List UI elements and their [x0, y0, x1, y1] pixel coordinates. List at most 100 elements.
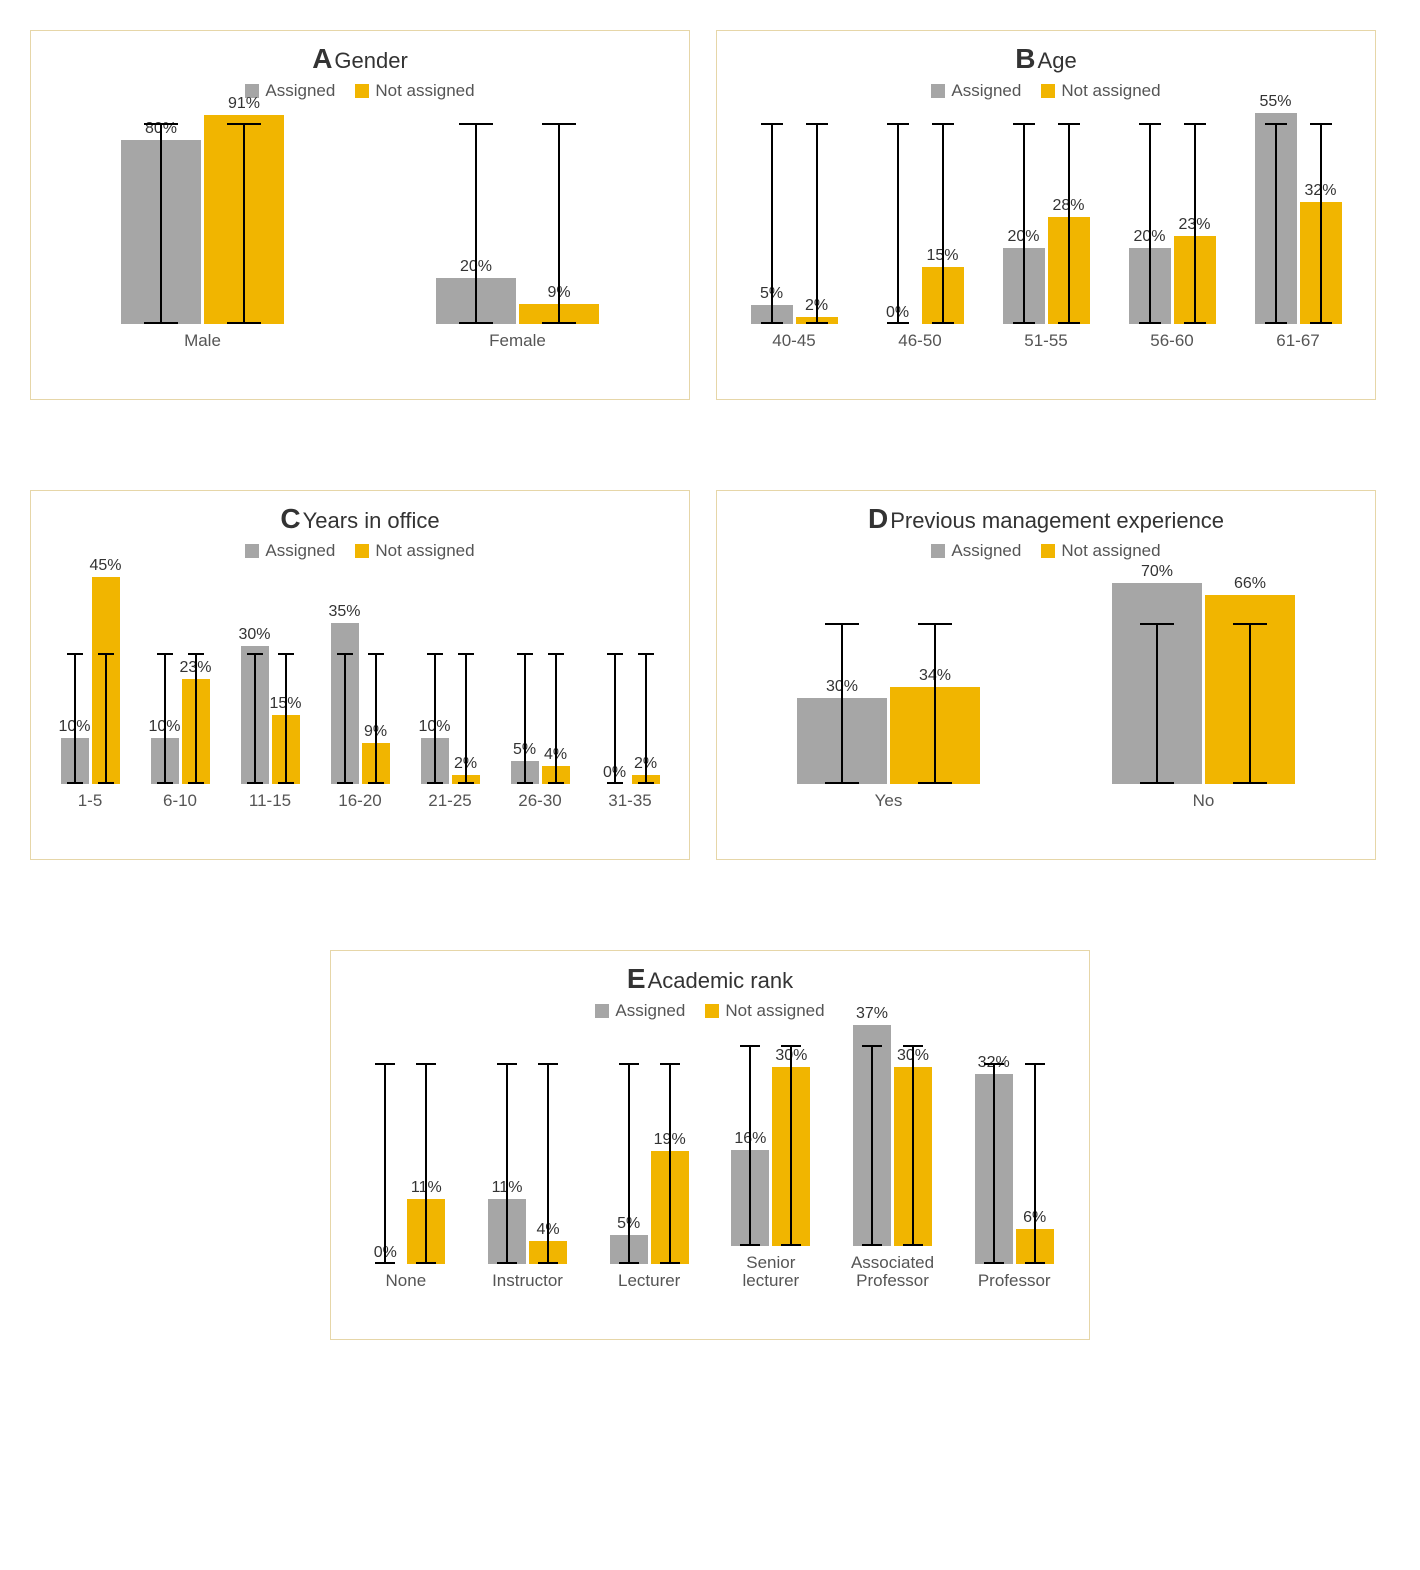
legend-label-not-assigned: Not assigned — [375, 81, 474, 100]
error-bar — [918, 624, 952, 784]
category-label: AssociatedProfessor — [851, 1254, 934, 1291]
error-bar — [458, 654, 474, 784]
category-label: 56-60 — [1150, 332, 1193, 351]
error-bar — [984, 1064, 1004, 1264]
bar-pair: 16%30% — [731, 1047, 810, 1246]
chart-body: 5%2%40-450%15%46-5020%28%51-5520%23%56-6… — [731, 121, 1361, 391]
bar-wrap-not_assigned: 2% — [796, 297, 838, 325]
error-bar — [67, 654, 83, 784]
chart-body: 30%34%Yes70%66%No — [731, 581, 1361, 851]
panel-letter: A — [312, 43, 332, 74]
error-bar — [144, 124, 178, 324]
data-label: 45% — [89, 557, 121, 575]
row-1: AGenderAssignedNot assigned80%91%Male20%… — [30, 30, 1390, 400]
error-bar — [375, 1064, 395, 1264]
chart-group: 20%9%Female — [360, 258, 675, 351]
bar-wrap-assigned: 70% — [1112, 563, 1202, 784]
category-label: 61-67 — [1276, 332, 1319, 351]
chart-group: 11%4%Instructor — [467, 1179, 589, 1291]
bar-pair: 0%2% — [601, 755, 660, 784]
category-label: Seniorlecturer — [743, 1254, 800, 1291]
error-bar — [337, 654, 353, 784]
error-bar — [862, 1046, 882, 1246]
legend-label-assigned: Assigned — [615, 1001, 685, 1020]
bar-wrap-assigned: 5% — [610, 1215, 648, 1265]
chart-group: 0%11%None — [345, 1179, 467, 1291]
category-label: 31-35 — [608, 792, 651, 811]
panel-letter: B — [1015, 43, 1035, 74]
chart-group: 20%28%51-55 — [983, 197, 1109, 351]
chart-group: 30%34%Yes — [731, 667, 1046, 811]
panel-letter: C — [280, 503, 300, 534]
panel-title: CYears in office — [45, 503, 675, 535]
chart-group: 35%9%16-20 — [315, 603, 405, 811]
bar-pair: 70%66% — [1112, 563, 1295, 784]
error-bar — [1310, 124, 1332, 324]
bar-wrap-assigned: 30% — [241, 626, 269, 784]
category-label: 1-5 — [78, 792, 103, 811]
legend-item-assigned: Assigned — [245, 541, 335, 561]
error-bar — [638, 654, 654, 784]
legend-item-assigned: Assigned — [931, 81, 1021, 101]
category-label: Lecturer — [618, 1272, 680, 1291]
legend: Assigned Not assigned — [45, 541, 675, 561]
legend: AssignedNot assigned — [731, 541, 1361, 561]
bar-wrap-not_assigned: 9% — [362, 723, 390, 784]
data-label: 91% — [228, 95, 260, 113]
legend-swatch-not-assigned — [705, 1004, 719, 1018]
category-label: No — [1193, 792, 1215, 811]
chart-group: 80%91%Male — [45, 95, 360, 351]
panel-title: BAge — [731, 43, 1361, 75]
error-bar — [1139, 124, 1161, 324]
chart-group: 10%23%6-10 — [135, 659, 225, 811]
bar-wrap-assigned: 55% — [1255, 93, 1297, 324]
chart-group: 10%2%21-25 — [405, 718, 495, 811]
legend-item-assigned: Assigned — [595, 1001, 685, 1021]
bar-pair: 5%4% — [511, 741, 570, 784]
bar-wrap-not_assigned: 15% — [922, 247, 964, 325]
panel-title-text: Age — [1038, 48, 1077, 73]
error-bar — [806, 124, 828, 324]
error-bar — [619, 1064, 639, 1264]
legend-item-not-assigned: Not assigned — [355, 541, 474, 561]
bar-wrap-assigned: 0% — [366, 1244, 404, 1264]
bar-pair: 11%4% — [488, 1179, 567, 1264]
error-bar — [1184, 124, 1206, 324]
chart-groups: 80%91%Male20%9%Female — [45, 121, 675, 351]
error-bar — [247, 654, 263, 784]
bar-pair: 5%19% — [610, 1131, 689, 1264]
error-bar — [1025, 1064, 1045, 1264]
bar-wrap-assigned: 20% — [436, 258, 516, 324]
bar-wrap-not_assigned: 66% — [1205, 575, 1295, 785]
bar-pair: 30%15% — [241, 626, 300, 784]
panel-title-text: Academic rank — [648, 968, 794, 993]
error-bar — [1013, 124, 1035, 324]
chart-group: 70%66% No — [1046, 563, 1361, 811]
bar-pair: 32%6% — [975, 1054, 1054, 1264]
bar-wrap-not_assigned: 2% — [452, 755, 480, 784]
chart-groups: 30%34%Yes70%66%No — [731, 581, 1361, 811]
panel-title-text: Years in office — [303, 508, 440, 533]
error-bar — [517, 654, 533, 784]
legend-item-not-assigned: Not assigned — [1041, 81, 1160, 101]
legend-swatch-assigned — [245, 544, 259, 558]
legend-label-not-assigned: Not assigned — [725, 1001, 824, 1020]
bar-wrap-not_assigned: 9% — [519, 284, 599, 325]
error-bar — [1233, 624, 1267, 784]
bar-wrap-assigned: 0% — [601, 764, 629, 784]
panel-letter: E — [627, 963, 646, 994]
error-bar — [157, 654, 173, 784]
chart-group: 30%15%11-15 — [225, 626, 315, 811]
chart-body: 0%11%None11%4%Instructor 5%19% Lecturer 16%… — [345, 1041, 1075, 1331]
bar-wrap-assigned: 5% — [511, 741, 539, 784]
bar-wrap-not_assigned: 4% — [542, 746, 570, 784]
legend-item-not-assigned: Not assigned — [355, 81, 474, 101]
bar-wrap-not_assigned: 4% — [529, 1221, 567, 1265]
legend-swatch-assigned — [931, 84, 945, 98]
category-label: 46-50 — [898, 332, 941, 351]
bar-wrap-assigned: 80% — [121, 120, 201, 324]
error-bar — [188, 654, 204, 784]
chart-group: 55%32%61-67 — [1235, 93, 1361, 351]
chart-group: 20%23%56-60 — [1109, 216, 1235, 351]
bar-wrap-not_assigned: 23% — [1174, 216, 1216, 324]
